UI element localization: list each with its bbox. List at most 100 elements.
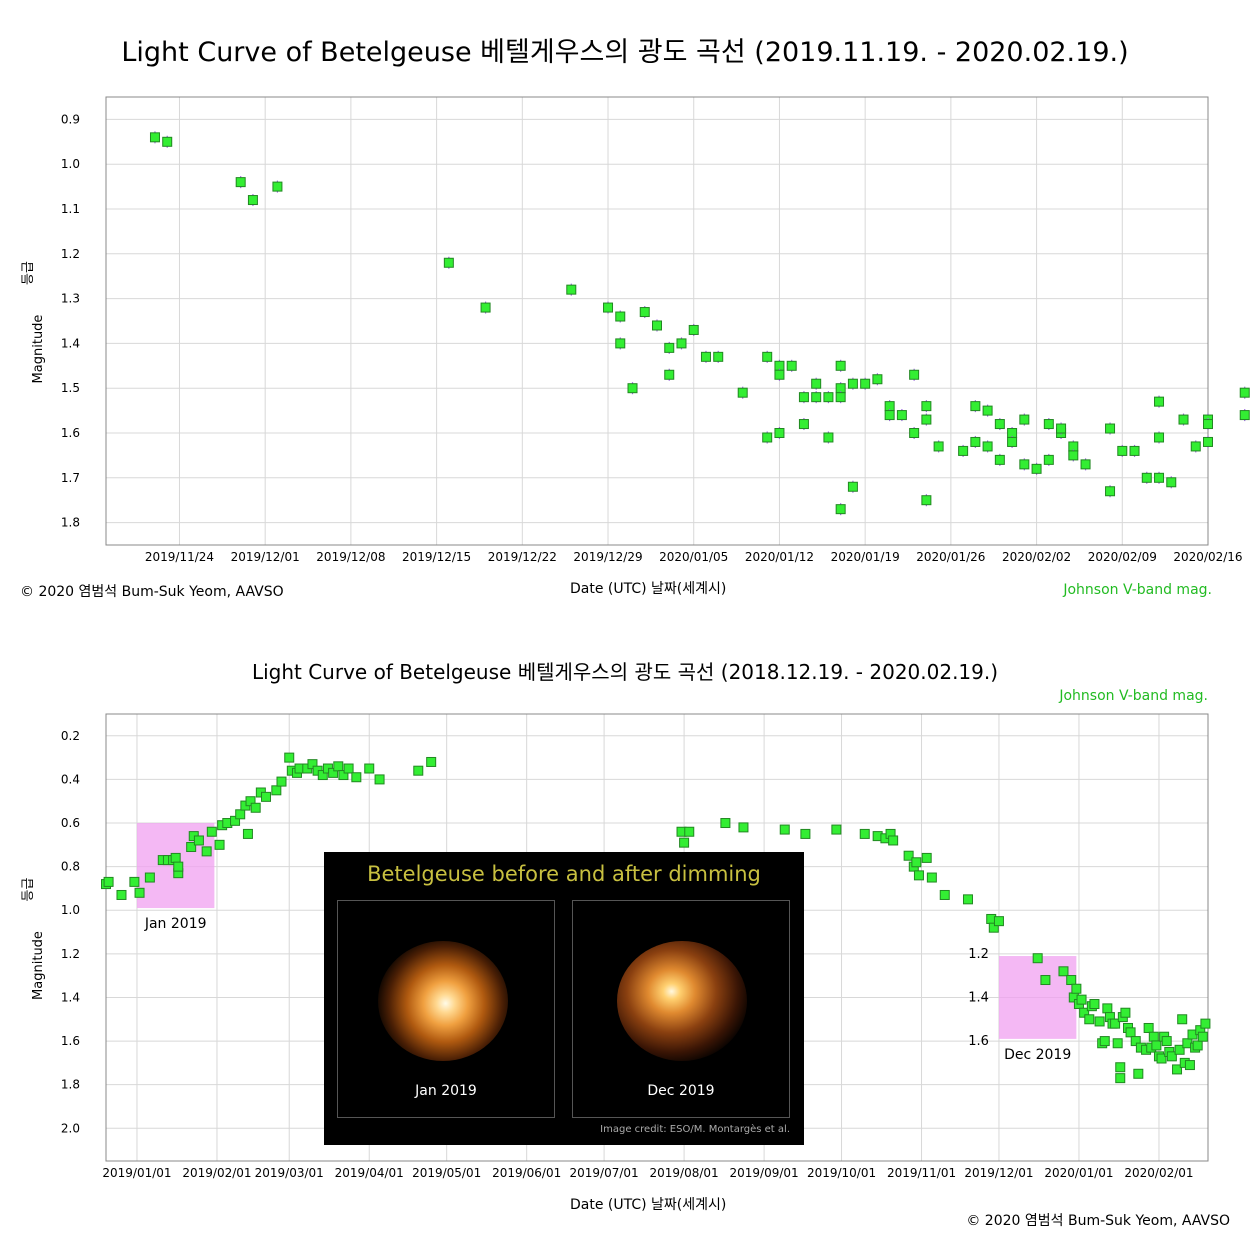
data-point [872, 374, 883, 385]
bottom-band-label: Johnson V-band mag. [1059, 688, 1208, 704]
data-point [1120, 1007, 1131, 1018]
data-point [1154, 472, 1165, 483]
data-point [835, 504, 846, 515]
data-point [201, 846, 212, 857]
data-point [242, 828, 253, 839]
data-point [566, 284, 577, 295]
data-point [1172, 1064, 1183, 1075]
data-point [1068, 450, 1079, 461]
data-point [639, 307, 650, 318]
data-point [214, 839, 225, 850]
data-point [982, 441, 993, 452]
data-point [913, 870, 924, 881]
data-point [1115, 1062, 1126, 1073]
y-tick-label: 1.4 [61, 990, 80, 1004]
data-point [1197, 1031, 1208, 1042]
data-point [774, 428, 785, 438]
data-point [1184, 1060, 1195, 1071]
data-point [1129, 445, 1140, 456]
data-point [1115, 1073, 1126, 1084]
data-point [860, 378, 871, 389]
data-point [1178, 414, 1189, 425]
data-point [1031, 463, 1042, 474]
y-axis-label-kr: 등급 [21, 261, 36, 285]
data-point [1043, 454, 1054, 465]
data-point [811, 378, 822, 389]
data-point [247, 195, 258, 206]
data-point [1056, 423, 1067, 434]
data-point [921, 401, 932, 412]
x-tick-label: 2020/01/12 [745, 550, 814, 564]
y-axis-label: Magnitude [31, 315, 46, 384]
x-tick-label: 2020/02/09 [1088, 550, 1157, 564]
star-after-image [617, 941, 747, 1061]
top-band-label: Johnson V-band mag. [1063, 582, 1212, 598]
top-chart-title: Light Curve of Betelgeuse 베텔게우스의 광도 곡선 (… [121, 37, 1129, 68]
data-point [134, 887, 145, 898]
data-point [1102, 1003, 1113, 1014]
data-point [884, 410, 895, 421]
star-before-image [378, 941, 508, 1061]
x-tick-label: 2019/12/15 [402, 550, 471, 564]
data-point [762, 351, 773, 362]
data-point [162, 136, 173, 147]
data-point [276, 776, 287, 787]
data-point [982, 405, 993, 416]
data-point [186, 842, 197, 853]
data-point [909, 428, 920, 438]
data-point [909, 369, 920, 380]
data-point [426, 756, 437, 767]
data-point [762, 432, 773, 443]
data-point [144, 872, 155, 883]
data-point [1019, 459, 1030, 470]
data-point [1133, 1068, 1144, 1079]
x-tick-label: 2019/05/01 [412, 1166, 481, 1180]
y-tick-label: 1.8 [61, 516, 80, 530]
data-point [235, 809, 246, 820]
inset-credit: Image credit: ESO/M. Montargès et al. [600, 1124, 790, 1135]
x-tick-label: 2020/02/01 [1124, 1166, 1193, 1180]
data-point [664, 342, 675, 353]
x-tick-label: 2019/07/01 [570, 1166, 639, 1180]
data-point [627, 383, 638, 394]
data-point [1032, 953, 1043, 964]
data-point [1080, 459, 1091, 470]
y-tick-label: 0.4 [61, 772, 80, 786]
data-point [988, 922, 999, 933]
data-point [1154, 432, 1165, 443]
highlight-label: Jan 2019 [144, 916, 207, 932]
data-point [116, 889, 127, 900]
data-point [338, 770, 349, 781]
data-point [1203, 419, 1213, 430]
x-tick-label: 2019/08/01 [650, 1166, 719, 1180]
data-point [847, 481, 858, 492]
data-point [245, 796, 256, 807]
data-point [284, 752, 295, 763]
dimming-inset-image: Betelgeuse before and after dimming Jan … [324, 852, 804, 1145]
data-point [271, 785, 282, 796]
data-point [1239, 410, 1250, 421]
data-point [1239, 387, 1250, 398]
data-point [1166, 1051, 1177, 1062]
inset-title: Betelgeuse before and after dimming [367, 862, 761, 886]
data-point [1200, 1018, 1211, 1029]
bottom-xaxis-label: Date (UTC) 날짜(세계시) [570, 1197, 727, 1213]
data-point [847, 378, 858, 389]
data-point [615, 338, 626, 349]
secondary-y-tick-label: 1.4 [968, 990, 989, 1005]
data-point [684, 826, 695, 837]
y-tick-label: 1.2 [61, 247, 80, 261]
data-point [903, 850, 914, 861]
inset-panel-after: Dec 2019 [572, 900, 790, 1118]
data-point [1151, 1040, 1162, 1051]
data-point [1112, 1038, 1123, 1049]
x-tick-label: 2020/02/02 [1002, 550, 1071, 564]
y-tick-label: 0.2 [61, 729, 80, 743]
data-point [859, 828, 870, 839]
data-point [206, 826, 217, 837]
data-point [835, 392, 846, 403]
data-point [1203, 436, 1213, 447]
data-point [835, 360, 846, 371]
data-point [970, 401, 981, 412]
x-tick-label: 2019/02/01 [182, 1166, 251, 1180]
